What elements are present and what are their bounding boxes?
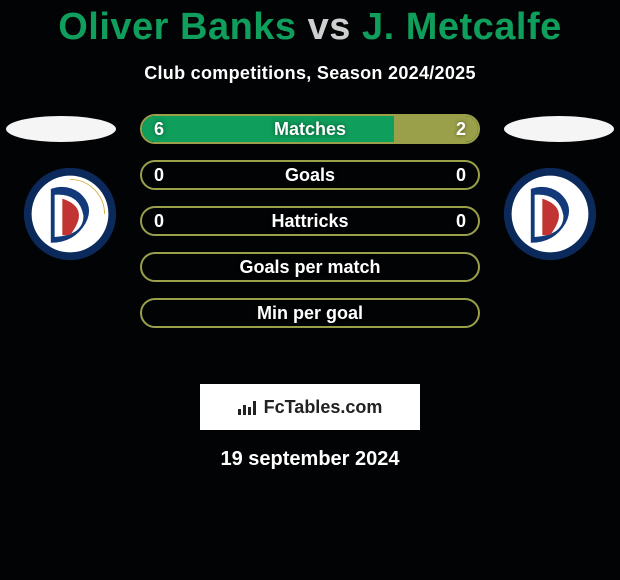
player1-avatar-placeholder xyxy=(6,116,116,142)
chesterfield-crest-icon xyxy=(22,166,118,262)
stat-rows: 6 Matches 2 0 Goals 0 0 Hattricks 0 Goal… xyxy=(140,114,480,344)
date: 19 september 2024 xyxy=(0,448,620,471)
title-player2: J. Metcalfe xyxy=(362,6,562,48)
player2-avatar-placeholder xyxy=(504,116,614,142)
chesterfield-crest-icon xyxy=(502,166,598,262)
bar-chart-icon xyxy=(238,399,258,415)
title-player1: Oliver Banks xyxy=(58,6,296,48)
stat-label: Min per goal xyxy=(142,300,478,326)
comparison-arena: 6 Matches 2 0 Goals 0 0 Hattricks 0 Goal… xyxy=(0,114,620,374)
stat-label: Hattricks xyxy=(142,208,478,234)
stat-row-goals-per-match: Goals per match xyxy=(140,252,480,282)
stat-label: Goals xyxy=(142,162,478,188)
title-vs: vs xyxy=(308,6,351,48)
player2-club-logo xyxy=(502,166,598,262)
player1-club-logo xyxy=(22,166,118,262)
stat-row-matches: 6 Matches 2 xyxy=(140,114,480,144)
watermark: FcTables.com xyxy=(200,384,420,430)
stat-label: Matches xyxy=(142,116,478,142)
stat-value-right: 0 xyxy=(456,162,466,188)
stat-value-right: 2 xyxy=(456,116,466,142)
stat-row-hattricks: 0 Hattricks 0 xyxy=(140,206,480,236)
stat-row-goals: 0 Goals 0 xyxy=(140,160,480,190)
page-title: Oliver Banks vs J. Metcalfe xyxy=(0,0,620,49)
stat-row-min-per-goal: Min per goal xyxy=(140,298,480,328)
subtitle: Club competitions, Season 2024/2025 xyxy=(0,63,620,84)
stat-value-right: 0 xyxy=(456,208,466,234)
stat-label: Goals per match xyxy=(142,254,478,280)
watermark-text: FcTables.com xyxy=(264,397,383,418)
